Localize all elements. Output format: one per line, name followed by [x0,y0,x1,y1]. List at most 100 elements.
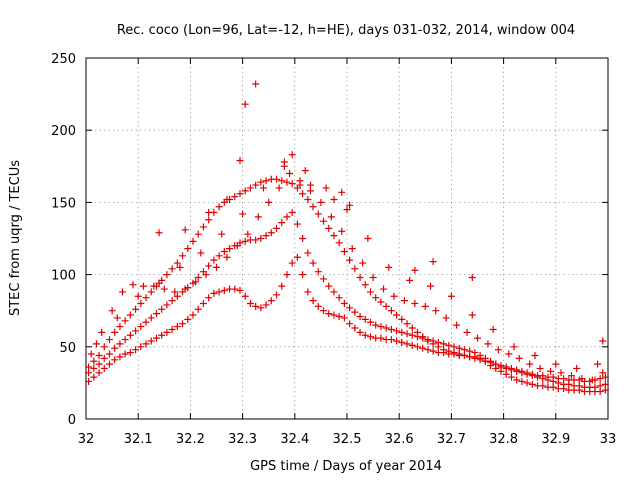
data-point [244,230,252,238]
data-point [257,304,265,312]
data-point [257,178,265,186]
data-point [179,320,187,328]
data-point [487,359,495,367]
data-point [510,343,518,351]
data-point [346,320,354,328]
data-point [252,302,260,310]
data-point [218,230,226,238]
data-point [205,294,213,302]
data-point [215,252,223,260]
data-point [126,349,134,357]
data-point [361,331,369,339]
data-point [111,328,119,336]
data-point [424,346,432,354]
data-point [301,167,309,175]
x-tick-label: 32.5 [333,432,362,447]
data-point [288,180,296,188]
data-point [252,181,260,189]
data-point [440,346,448,354]
data-point [599,337,607,345]
data-point [327,213,335,221]
data-point [413,328,421,336]
data-point [299,271,307,279]
data-point [502,363,510,371]
x-tick-label: 32.7 [437,432,466,447]
data-point [280,158,288,166]
data-point [299,235,307,242]
data-point [526,360,534,368]
data-point [481,357,489,365]
data-point [288,259,296,267]
data-point [278,177,286,185]
data-point [90,357,98,365]
data-point [505,350,513,358]
data-point [116,353,124,361]
data-point [288,209,296,217]
data-point [507,364,515,372]
data-point [202,271,210,279]
data-point [330,311,338,319]
data-point [398,315,406,323]
data-point [411,266,419,274]
data-point [390,292,398,300]
data-point [95,360,103,368]
data-point [129,281,137,289]
data-point [453,321,461,329]
data-point [377,323,385,331]
data-point [168,297,176,305]
data-point [539,372,547,380]
data-point [377,298,385,306]
data-point [283,213,291,221]
data-point [314,268,322,276]
data-point [126,331,134,339]
axis-ticks [85,57,609,420]
data-point [518,377,526,385]
data-point [340,299,348,307]
data-point [176,263,184,271]
data-point [474,334,481,342]
data-point [119,288,127,296]
data-point [528,380,536,388]
data-point [596,375,604,383]
data-point [215,203,223,211]
data-point [220,286,228,294]
data-point [95,369,103,377]
data-point [601,373,609,381]
data-point [152,310,160,318]
data-point [184,245,192,253]
data-point [158,305,166,313]
data-point [181,285,189,293]
data-point [215,288,223,296]
data-point [463,328,471,336]
data-point [335,294,343,302]
data-point [557,369,565,377]
data-point [236,157,244,165]
data-point [239,210,247,218]
data-point [296,181,304,189]
data-point [552,360,560,368]
data-point [513,376,521,384]
data-point [547,367,555,375]
data-point [85,363,93,371]
data-points [85,80,609,396]
data-point [536,364,544,372]
data-point [150,282,158,290]
data-point [408,331,416,339]
data-point [494,346,502,354]
data-point [155,229,163,237]
data-point [236,190,244,198]
data-point [309,297,317,305]
data-point [314,210,322,218]
data-point [599,369,607,377]
data-point [492,360,500,368]
data-point [147,337,155,345]
data-point [90,364,98,372]
data-point [317,198,325,206]
data-point [304,288,312,296]
data-point [325,224,333,232]
data-point [366,288,374,296]
data-point [330,232,338,240]
x-tick-label: 32 [78,432,95,447]
data-point [320,217,328,225]
data-point [160,285,168,293]
